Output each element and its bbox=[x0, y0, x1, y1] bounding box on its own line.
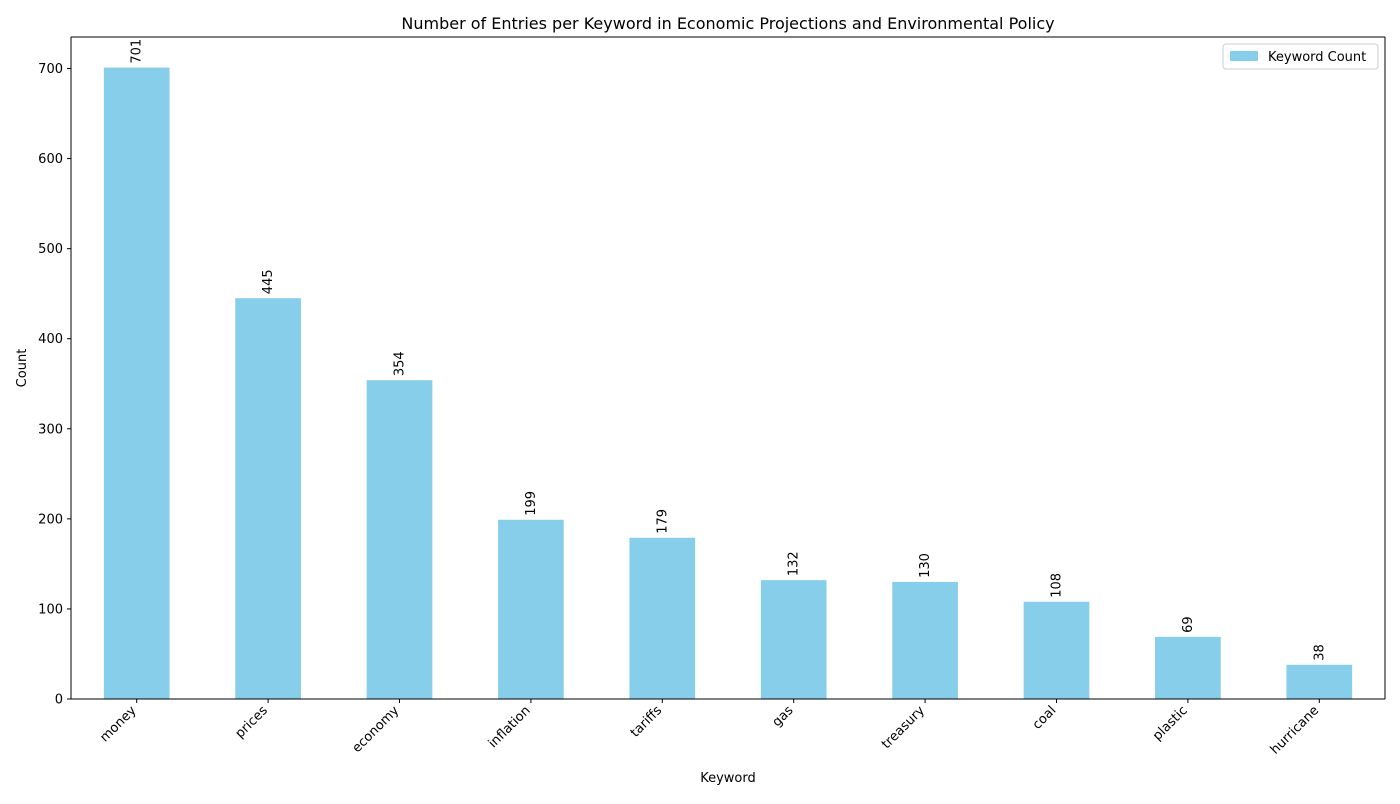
data-label-gas: 132 bbox=[787, 551, 802, 576]
bar-economy bbox=[366, 380, 433, 699]
data-label-hurricane: 38 bbox=[1312, 644, 1327, 661]
bar-coal bbox=[1023, 601, 1090, 699]
chart-title: Number of Entries per Keyword in Economi… bbox=[401, 14, 1054, 33]
y-tick-label: 600 bbox=[38, 152, 63, 167]
x-tick-label-hurricane: hurricane bbox=[1268, 703, 1322, 757]
data-label-inflation: 199 bbox=[524, 491, 539, 516]
x-tick-label-coal: coal bbox=[1030, 703, 1059, 732]
y-tick-label: 200 bbox=[38, 512, 63, 527]
bar-tariffs bbox=[629, 537, 696, 699]
x-tick-label-inflation: inflation bbox=[486, 703, 534, 751]
x-tick-label-prices: prices bbox=[233, 703, 271, 741]
bar-gas bbox=[760, 580, 827, 699]
bar-hurricane bbox=[1286, 664, 1353, 699]
x-tick-label-tariffs: tariffs bbox=[628, 703, 665, 740]
bar-treasury bbox=[892, 581, 958, 699]
y-tick-label: 0 bbox=[55, 693, 63, 708]
y-tick-label: 400 bbox=[38, 332, 63, 347]
legend-label: Keyword Count bbox=[1268, 50, 1366, 65]
data-label-economy: 354 bbox=[393, 351, 408, 376]
x-tick-label-gas: gas bbox=[770, 703, 797, 730]
plot-area: 701 445 354 199 179 132 130 108 69 38 0 100 200 300 40… bbox=[38, 36, 1386, 758]
x-tick-label-money: money bbox=[97, 703, 139, 745]
bar-money bbox=[103, 67, 170, 700]
data-label-coal: 108 bbox=[1050, 573, 1065, 598]
legend-swatch bbox=[1230, 51, 1258, 61]
data-label-prices: 445 bbox=[261, 269, 276, 294]
chart-legend: Keyword Count bbox=[1222, 43, 1379, 70]
bar-plastic bbox=[1155, 636, 1221, 699]
x-tick-label-plastic: plastic bbox=[1150, 703, 1191, 744]
x-axis-label: Keyword bbox=[700, 771, 756, 786]
y-tick-label: 100 bbox=[38, 602, 63, 617]
bar-prices bbox=[235, 298, 301, 699]
y-axis-label: Count bbox=[15, 349, 30, 388]
bar-inflation bbox=[498, 519, 564, 699]
data-label-tariffs: 179 bbox=[655, 509, 670, 534]
data-label-plastic: 69 bbox=[1181, 616, 1196, 633]
y-tick-label: 300 bbox=[38, 422, 63, 437]
legend-frame bbox=[1222, 43, 1379, 70]
data-label-treasury: 130 bbox=[918, 553, 933, 578]
y-tick-label: 700 bbox=[38, 62, 63, 77]
y-tick-label: 500 bbox=[38, 242, 63, 257]
data-label-money: 701 bbox=[130, 39, 145, 64]
x-tick-label-economy: economy bbox=[350, 703, 403, 756]
x-tick-label-treasury: treasury bbox=[879, 703, 928, 752]
